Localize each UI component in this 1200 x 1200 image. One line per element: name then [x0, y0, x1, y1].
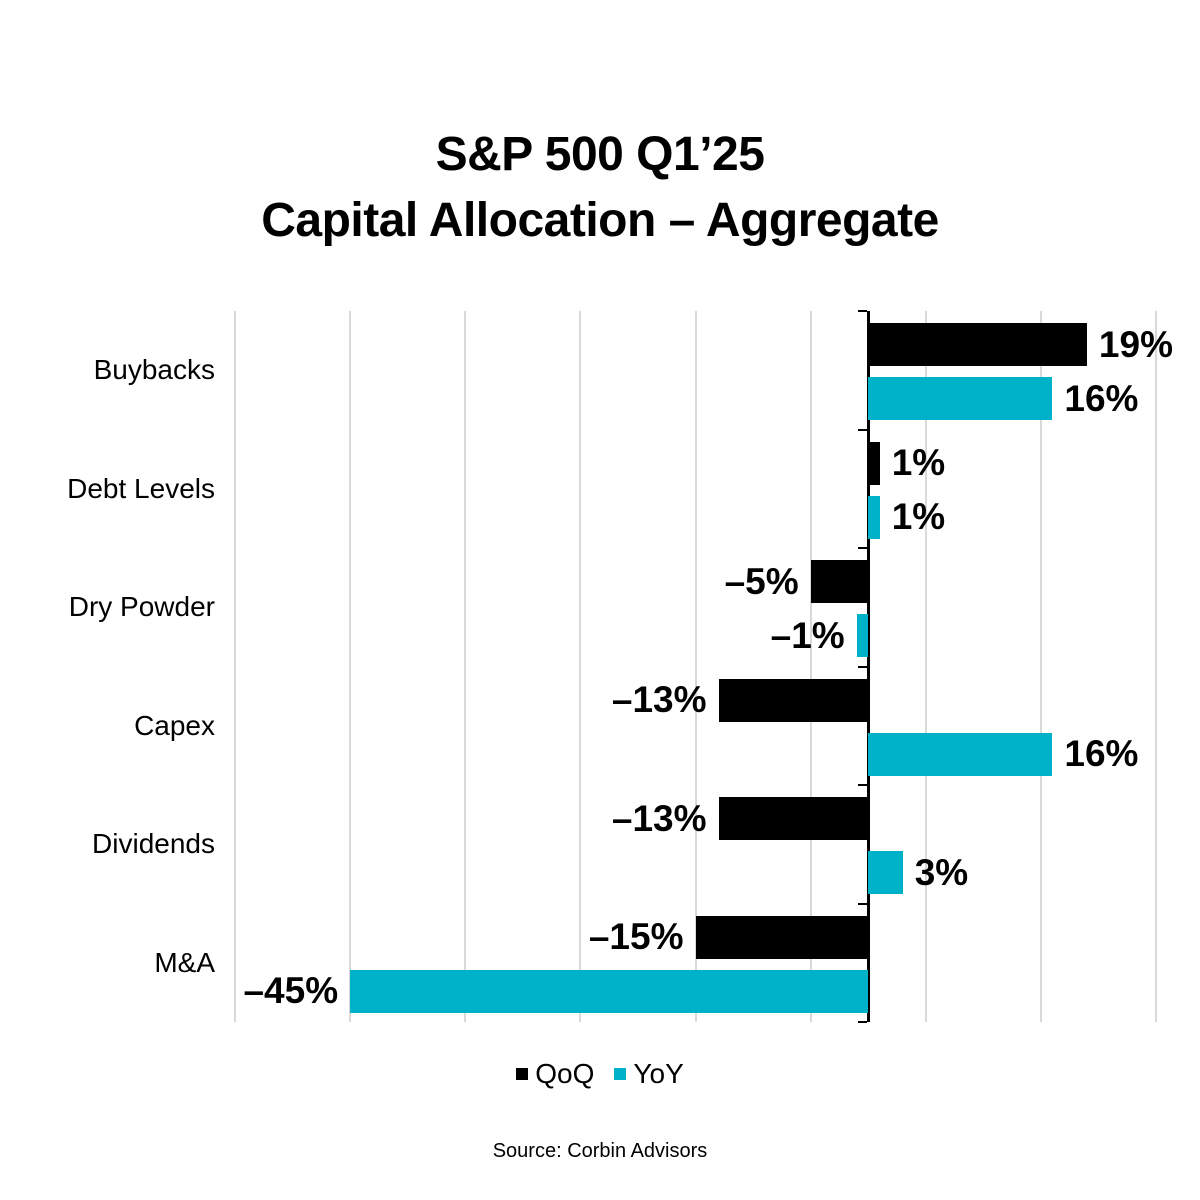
gridline: [464, 311, 467, 1022]
zero-axis-line: [866, 311, 870, 1022]
bar-qoq-m-a: [695, 915, 869, 959]
axis-tick: [857, 428, 867, 431]
axis-tick: [857, 310, 867, 312]
legend: QoQ YoY: [0, 1056, 1200, 1092]
legend-item-qoq: QoQ: [516, 1058, 594, 1090]
bar-qoq-debt-levels: [868, 441, 880, 485]
category-label-buybacks: Buybacks: [93, 354, 215, 386]
gridline: [924, 311, 927, 1022]
value-label-qoq-m-a: –15%: [588, 916, 684, 957]
legend-label-yoy: YoY: [633, 1058, 684, 1089]
legend-item-yoy: YoY: [614, 1058, 684, 1090]
value-label-yoy-dry-powder: –1%: [770, 614, 845, 656]
gridline: [1039, 311, 1042, 1022]
value-label-yoy-debt-levels: 1%: [891, 496, 946, 537]
value-label-qoq-dry-powder: –5%: [724, 560, 799, 602]
legend-swatch-yoy: [614, 1068, 627, 1080]
value-label-yoy-dividends: 3%: [914, 851, 969, 893]
axis-tick: [857, 784, 867, 786]
value-label-yoy-buybacks: 16%: [1064, 377, 1139, 419]
gridline: [579, 311, 582, 1022]
bar-yoy-capex: [868, 732, 1053, 776]
value-label-qoq-debt-levels: 1%: [891, 442, 946, 483]
axis-tick: [857, 665, 867, 668]
gridline: [1155, 311, 1157, 1022]
bar-yoy-m-a: [350, 969, 869, 1013]
bar-qoq-capex: [718, 678, 869, 722]
bar-yoy-dry-powder: [856, 614, 869, 657]
value-label-qoq-capex: –13%: [611, 679, 707, 720]
bar-yoy-debt-levels: [868, 495, 880, 539]
value-label-qoq-buybacks: 19%: [1098, 323, 1173, 365]
gridline: [694, 311, 697, 1022]
bar-yoy-dividends: [868, 851, 903, 894]
chart-title: S&P 500 Q1’25 Capital Allocation – Aggre…: [0, 122, 1200, 254]
legend-label-qoq: QoQ: [535, 1058, 595, 1089]
gridline: [349, 311, 352, 1022]
axis-tick: [857, 1021, 867, 1023]
legend-swatch-qoq: [516, 1068, 529, 1080]
value-label-qoq-dividends: –13%: [611, 797, 707, 839]
bar-yoy-buybacks: [868, 377, 1053, 420]
bar-qoq-dividends: [718, 797, 869, 840]
category-label-dry-powder: Dry Powder: [68, 591, 215, 623]
category-label-dividends: Dividends: [92, 828, 215, 860]
category-label-debt-levels: Debt Levels: [67, 472, 215, 504]
axis-tick: [857, 902, 867, 905]
chart-title-line2: Capital Allocation – Aggregate: [261, 194, 939, 247]
gridline: [809, 311, 812, 1022]
category-label-capex: Capex: [134, 709, 215, 741]
value-label-yoy-m-a: –45%: [243, 970, 339, 1011]
value-label-yoy-capex: 16%: [1064, 733, 1139, 774]
category-label-m-a: M&A: [154, 946, 215, 978]
axis-tick: [857, 547, 867, 549]
gridline: [234, 311, 236, 1022]
chart-title-line1: S&P 500 Q1’25: [435, 128, 765, 181]
bar-qoq-dry-powder: [810, 560, 869, 603]
source-note: Source: Corbin Advisors: [492, 1140, 708, 1162]
bar-qoq-buybacks: [868, 323, 1087, 366]
